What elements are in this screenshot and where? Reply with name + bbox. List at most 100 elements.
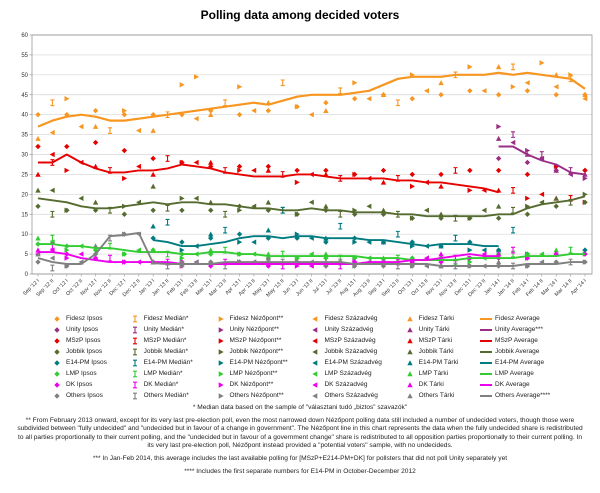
marker-triangle-up — [35, 247, 41, 253]
marker-diamond — [54, 327, 60, 333]
series-fidesz-ipsos — [35, 88, 588, 118]
legend-label: DK Századvég — [324, 381, 368, 388]
diamond-legend-icon — [54, 338, 60, 344]
marker-ibeam — [223, 226, 228, 234]
marker-triangle-up — [438, 183, 444, 189]
tri-up-legend-icon — [406, 360, 413, 366]
marker-triangle-right — [237, 167, 243, 174]
legend-label: LMP Tárki — [418, 370, 449, 377]
marker-triangle-left — [481, 88, 487, 94]
marker-ibeam — [395, 99, 400, 107]
marker-triangle-up — [150, 127, 156, 133]
marker-ibeam — [395, 230, 400, 238]
marker-triangle-up — [208, 111, 214, 117]
legend-label: MSzP Nézőpont** — [229, 337, 282, 344]
legend-label: DK Tárki — [418, 381, 444, 388]
line-legend-icon — [480, 351, 493, 353]
marker-ibeam — [511, 63, 516, 71]
legend-entry: Fidesz Századvég — [308, 314, 393, 324]
marker-triangle-left — [312, 349, 318, 355]
marker-triangle-left — [49, 129, 55, 136]
series-e14-pm-medi-n- — [165, 206, 516, 242]
marker-triangle-left — [49, 255, 55, 261]
marker-diamond — [553, 92, 559, 98]
y-tick-label: 50 — [21, 73, 28, 79]
ibeam-legend-icon — [132, 370, 137, 378]
marker-diamond — [54, 393, 60, 399]
legend-label: Jobbik Nézőpont** — [229, 348, 283, 355]
y-tick-label: 60 — [21, 33, 28, 39]
series-jobbik-n-z-pont- — [64, 191, 588, 221]
marker-ibeam — [511, 226, 516, 234]
marker-diamond — [323, 239, 329, 245]
marker-triangle-left — [78, 251, 84, 257]
marker-triangle-up — [35, 235, 41, 241]
marker-triangle-left — [308, 199, 314, 205]
marker-diamond — [121, 211, 128, 217]
marker-triangle-up — [208, 159, 214, 165]
legend-label: Others Medián* — [143, 392, 189, 399]
average-line — [37, 195, 586, 218]
series-dk-average — [38, 251, 499, 265]
ibeam-legend-icon — [132, 348, 137, 356]
marker-diamond — [150, 155, 156, 162]
marker-diamond — [208, 235, 214, 241]
marker-triangle-up — [92, 199, 99, 205]
legend-entry: MSzP Nézőpont** — [214, 336, 300, 346]
legend-label: LMP Medián* — [143, 370, 183, 377]
legend-entry: DK Századvég — [308, 380, 393, 390]
marker-ibeam — [132, 348, 137, 356]
marker-diamond — [524, 211, 531, 217]
legend-entry: Fidesz Medián* — [128, 314, 205, 324]
marker-triangle-up — [380, 179, 387, 185]
legend-entry: Others Medián* — [128, 391, 205, 401]
ibeam-legend-icon — [132, 381, 137, 389]
legend-entry: Unity Nézőpont** — [214, 325, 300, 335]
marker-diamond — [92, 139, 99, 146]
marker-triangle-right — [510, 84, 516, 90]
legend-entry: DK Ipsos — [50, 380, 119, 390]
marker-ibeam — [338, 222, 343, 230]
legend-entry: LMP Average — [479, 369, 562, 379]
legend-label: MSzP Average — [495, 337, 538, 344]
marker-ibeam — [50, 264, 55, 272]
marker-diamond — [495, 92, 502, 98]
tri-up-legend-icon — [406, 349, 413, 355]
marker-triangle-right — [179, 255, 185, 261]
marker-triangle-up — [438, 251, 444, 257]
tri-right-legend-icon — [218, 393, 224, 399]
y-tick-label: 55 — [21, 53, 28, 59]
tri-left-legend-icon — [312, 371, 318, 377]
marker-ibeam — [511, 131, 516, 138]
marker-ibeam — [132, 337, 137, 345]
legend-entry: LMP Medián* — [128, 369, 205, 379]
ibeam-legend-icon — [132, 359, 137, 367]
marker-diamond — [582, 247, 588, 253]
marker-diamond — [150, 111, 156, 118]
tri-right-legend-icon — [218, 382, 224, 388]
tri-left-legend-icon — [312, 393, 318, 399]
tri-left-legend-icon — [312, 338, 318, 344]
marker-triangle-up — [150, 171, 156, 177]
legend-entry: Unity Average*** — [479, 325, 562, 335]
y-tick-label: 10 — [21, 232, 28, 238]
marker-triangle-left — [251, 167, 257, 174]
marker-diamond — [467, 88, 473, 94]
legend-entry: Unity Medián* — [128, 325, 205, 335]
legend-label: Others Average**** — [495, 392, 551, 399]
legend-label: Unity Századvég — [324, 326, 374, 333]
legend-label: Others Nézőpont** — [229, 392, 284, 399]
marker-ibeam — [132, 326, 137, 334]
x-tick-label: Apr '14 I — [570, 278, 588, 296]
marker-ibeam — [568, 246, 573, 254]
marker-ibeam — [107, 127, 112, 134]
legend-entry: Jobbik Tárki — [403, 347, 470, 357]
marker-diamond — [236, 111, 243, 118]
average-line — [38, 243, 585, 262]
tri-left-legend-icon — [312, 327, 318, 333]
tri-right-legend-icon — [218, 371, 224, 377]
marker-triangle-up — [380, 207, 387, 213]
y-tick-label: 30 — [21, 153, 28, 159]
marker-triangle-up — [438, 243, 444, 249]
marker-diamond — [582, 199, 588, 205]
